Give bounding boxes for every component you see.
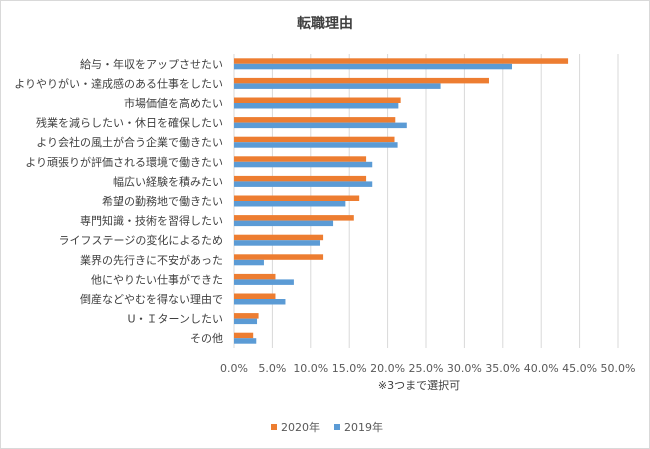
bar-2019年 — [234, 103, 399, 109]
bar-2019年 — [234, 63, 513, 70]
bar-2020年 — [234, 136, 395, 143]
category-label: 給与・年収をアップさせたい — [80, 57, 223, 71]
bar-2020年 — [234, 97, 401, 103]
bar-2020年 — [234, 215, 354, 221]
bars — [234, 58, 569, 344]
category-label: 幅広い経験を積みたい — [113, 174, 223, 188]
bar-2019年 — [234, 83, 441, 89]
category-label: 残業を減らしたい・休日を確保したい — [36, 116, 223, 130]
bar-2019年 — [234, 338, 257, 344]
x-tick-label: 15.0% — [332, 362, 367, 375]
category-label: U・Ｉターンしたい — [127, 313, 223, 326]
category-label: ライフステージの変化によるため — [59, 233, 223, 247]
bar-2020年 — [234, 117, 396, 123]
bar-2020年 — [234, 332, 254, 339]
legend-swatch — [334, 424, 340, 430]
legend: 2020年 2019年 — [271, 420, 383, 434]
category-label: 他にやりたい仕事ができた — [91, 272, 223, 286]
x-tick-label: 35.0% — [485, 362, 520, 375]
chart-note: ※3つまで選択可 — [378, 378, 460, 392]
legend-swatch — [271, 424, 277, 430]
bar-2020年 — [234, 293, 276, 299]
x-tick-label: 20.0% — [370, 362, 405, 375]
x-tick-label: 10.0% — [293, 362, 328, 375]
bar-2019年 — [234, 220, 334, 227]
x-tick-label: 30.0% — [447, 362, 482, 375]
bar-2020年 — [234, 254, 324, 260]
bar-2020年 — [234, 273, 276, 280]
bar-2019年 — [234, 181, 373, 187]
category-label: その他 — [190, 332, 223, 345]
bar-2020年 — [234, 234, 324, 241]
bar-2019年 — [234, 279, 294, 285]
x-tick-label: 0.0% — [220, 362, 248, 375]
bar-2020年 — [234, 77, 489, 84]
bar-2020年 — [234, 313, 259, 319]
legend-label: 2020年 — [281, 420, 320, 434]
legend-label: 2019年 — [344, 420, 383, 434]
bar-2019年 — [234, 201, 346, 207]
bar-2019年 — [234, 259, 264, 266]
category-label: 倒産などやむを得ない理由で — [80, 292, 223, 306]
x-tick-label: 45.0% — [562, 362, 597, 375]
category-label: より頑張りが評価される環境で働きたい — [25, 155, 223, 169]
x-tick-label: 5.0% — [258, 362, 286, 375]
category-labels: 給与・年収をアップさせたいよりやりがい・達成感のある仕事をしたい市場価値を高めた… — [14, 57, 223, 345]
category-label: 市場価値を高めたい — [124, 96, 223, 110]
category-label: より会社の風土が合う企業で働きたい — [36, 135, 223, 149]
bar-2019年 — [234, 240, 321, 246]
x-tick-label: 50.0% — [601, 362, 636, 375]
x-tick-label: 40.0% — [524, 362, 559, 375]
category-label: 専門知識・技術を習得したい — [80, 214, 223, 228]
x-axis-ticks: 0.0% 5.0% 10.0% 15.0% 20.0% 25.0% 30.0% 35.0% 40… — [220, 362, 635, 375]
category-label: 希望の勤務地で働きたい — [102, 194, 223, 208]
bar-2019年 — [234, 161, 373, 168]
bar-2020年 — [234, 156, 367, 162]
bar-2020年 — [234, 195, 360, 201]
bar-2019年 — [234, 318, 258, 325]
category-label: よりやりがい・達成感のある仕事をしたい — [14, 76, 223, 90]
bar-2019年 — [234, 299, 286, 305]
bar-2019年 — [234, 142, 398, 148]
chart-title: 転職理由 — [297, 15, 353, 32]
category-label: 業界の先行きに不安があった — [80, 253, 223, 267]
x-tick-label: 25.0% — [409, 362, 444, 375]
bar-2019年 — [234, 122, 407, 129]
bar-2020年 — [234, 58, 569, 64]
bar-2020年 — [234, 175, 367, 182]
